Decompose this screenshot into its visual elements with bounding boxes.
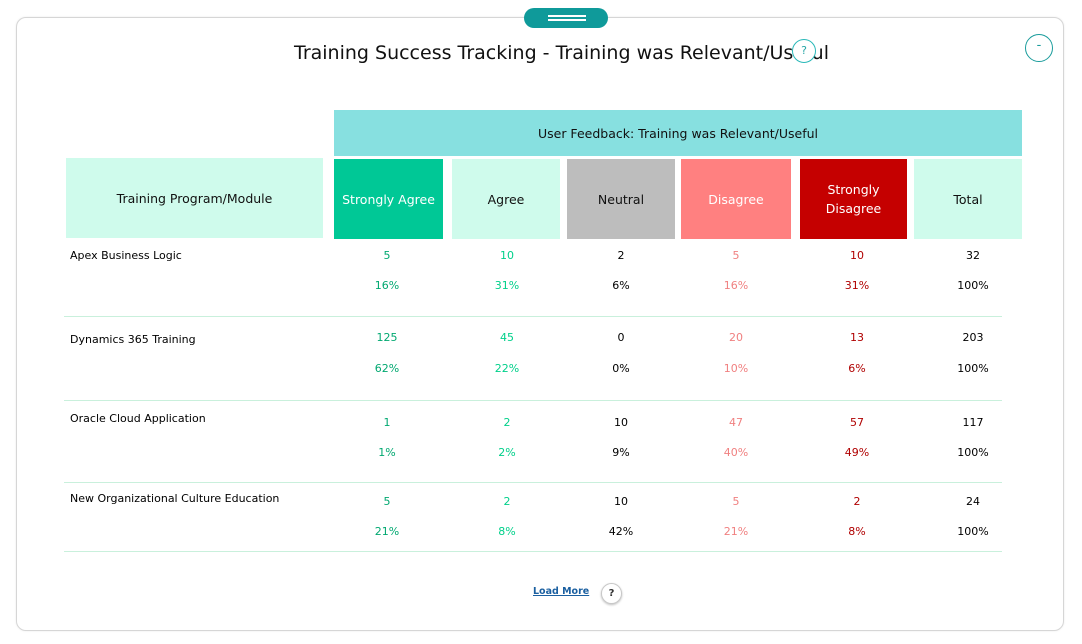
disagree-percent: 40% bbox=[723, 446, 749, 459]
strongly-disagree-count: 13 bbox=[850, 331, 864, 344]
total-count: 24 bbox=[966, 495, 980, 508]
row-divider bbox=[64, 482, 1002, 483]
disagree-count: 5 bbox=[732, 249, 740, 262]
column-header-disagree: Disagree bbox=[681, 159, 791, 239]
disagree-count: 20 bbox=[729, 331, 743, 344]
agree-count: 2 bbox=[503, 495, 511, 508]
disagree-count: 5 bbox=[732, 495, 740, 508]
load-more-link[interactable]: Load More bbox=[533, 586, 590, 597]
feedback-group-header: User Feedback: Training was Relevant/Use… bbox=[334, 110, 1022, 156]
disagree-percent: 21% bbox=[723, 525, 749, 538]
strongly-agree-count: 5 bbox=[383, 495, 391, 508]
total-percent: 100% bbox=[957, 362, 989, 375]
neutral-count: 10 bbox=[614, 416, 628, 429]
strongly-agree-percent: 16% bbox=[374, 279, 400, 292]
total-count: 32 bbox=[966, 249, 980, 262]
drag-handle[interactable] bbox=[524, 8, 608, 28]
strongly-agree-count: 125 bbox=[376, 331, 398, 344]
neutral-count: 2 bbox=[617, 249, 625, 262]
neutral-percent: 9% bbox=[612, 446, 630, 459]
strongly-disagree-count: 10 bbox=[850, 249, 864, 262]
agree-percent: 31% bbox=[494, 279, 520, 292]
program-column-header: Training Program/Module bbox=[66, 158, 323, 238]
strongly-agree-count: 1 bbox=[383, 416, 391, 429]
strongly-disagree-percent: 6% bbox=[848, 362, 866, 375]
strongly-disagree-percent: 31% bbox=[844, 279, 870, 292]
agree-count: 45 bbox=[500, 331, 514, 344]
column-header-agree: Agree bbox=[452, 159, 560, 239]
column-header-neutral: Neutral bbox=[567, 159, 675, 239]
collapse-button[interactable]: - bbox=[1025, 34, 1053, 62]
strongly-disagree-percent: 8% bbox=[848, 525, 866, 538]
disagree-count: 47 bbox=[729, 416, 743, 429]
total-percent: 100% bbox=[957, 525, 989, 538]
neutral-count: 0 bbox=[617, 331, 625, 344]
total-percent: 100% bbox=[957, 446, 989, 459]
strongly-disagree-percent: 49% bbox=[844, 446, 870, 459]
neutral-percent: 6% bbox=[612, 279, 630, 292]
strongly-disagree-count: 2 bbox=[853, 495, 861, 508]
total-percent: 100% bbox=[957, 279, 989, 292]
help-icon[interactable]: ? bbox=[792, 39, 816, 63]
strongly-agree-percent: 21% bbox=[374, 525, 400, 538]
program-name: Apex Business Logic bbox=[70, 249, 182, 262]
row-divider bbox=[64, 400, 1002, 401]
neutral-percent: 42% bbox=[608, 525, 634, 538]
agree-count: 2 bbox=[503, 416, 511, 429]
program-name: New Organizational Culture Education bbox=[70, 492, 280, 505]
program-name: Dynamics 365 Training bbox=[70, 333, 196, 346]
neutral-percent: 0% bbox=[612, 362, 630, 375]
agree-count: 10 bbox=[500, 249, 514, 262]
row-divider bbox=[64, 551, 1002, 552]
total-count: 203 bbox=[962, 331, 984, 344]
widget-title: Training Success Tracking - Training was… bbox=[294, 42, 829, 64]
drag-handle-line-icon bbox=[548, 19, 586, 21]
total-count: 117 bbox=[962, 416, 984, 429]
agree-percent: 22% bbox=[494, 362, 520, 375]
column-header-strongly-disagree: Strongly Disagree bbox=[800, 159, 907, 239]
strongly-disagree-count: 57 bbox=[850, 416, 864, 429]
row-divider bbox=[64, 316, 1002, 317]
agree-percent: 2% bbox=[498, 446, 516, 459]
agree-percent: 8% bbox=[498, 525, 516, 538]
disagree-percent: 16% bbox=[723, 279, 749, 292]
column-header-total: Total bbox=[914, 159, 1022, 239]
column-header-strongly-agree: Strongly Agree bbox=[334, 159, 443, 239]
strongly-agree-percent: 1% bbox=[378, 446, 396, 459]
strongly-agree-count: 5 bbox=[383, 249, 391, 262]
help-icon[interactable]: ? bbox=[601, 583, 622, 604]
disagree-percent: 10% bbox=[723, 362, 749, 375]
neutral-count: 10 bbox=[614, 495, 628, 508]
program-name: Oracle Cloud Application bbox=[70, 412, 206, 425]
strongly-agree-percent: 62% bbox=[374, 362, 400, 375]
drag-handle-line-icon bbox=[548, 15, 586, 17]
